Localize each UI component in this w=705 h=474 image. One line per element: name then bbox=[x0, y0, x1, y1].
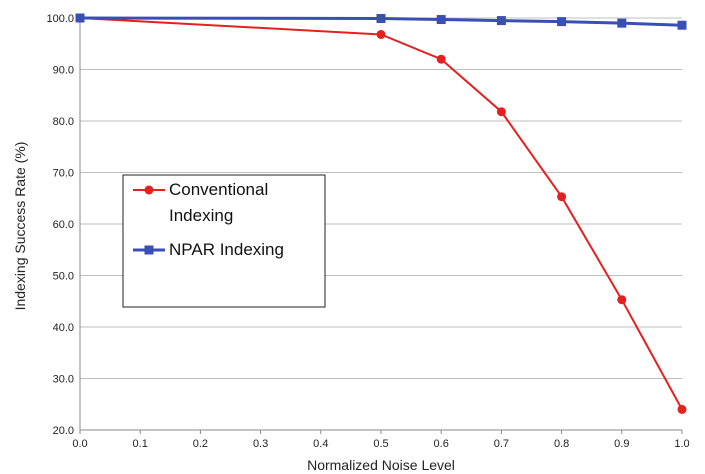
series-group bbox=[75, 13, 687, 414]
axes: 20.0 30.0 40.0 50.0 60.0 70.0 80.0 90.0 100.0 0.0… bbox=[46, 13, 689, 450]
data-point bbox=[436, 15, 446, 25]
x-tick-label: 1.0 bbox=[674, 438, 689, 450]
data-point bbox=[677, 20, 687, 30]
data-point bbox=[376, 29, 386, 39]
y-tick-label: 30.0 bbox=[53, 374, 74, 386]
y-tick-label: 40.0 bbox=[53, 322, 74, 334]
legend-label: NPAR Indexing bbox=[169, 240, 284, 259]
legend: Conventional Indexing NPAR Indexing bbox=[122, 174, 326, 308]
x-tick-label: 0.6 bbox=[434, 438, 449, 450]
x-tick-label: 0.2 bbox=[193, 438, 208, 450]
y-tick-label: 60.0 bbox=[53, 219, 74, 231]
data-point bbox=[436, 54, 446, 64]
x-tick-label: 0.7 bbox=[494, 438, 509, 450]
y-tick-label: 90.0 bbox=[53, 65, 74, 77]
data-point bbox=[617, 295, 627, 305]
data-point bbox=[496, 16, 506, 26]
legend-box bbox=[122, 174, 326, 308]
x-tick-label: 0.3 bbox=[253, 438, 268, 450]
data-point bbox=[496, 107, 506, 117]
data-point bbox=[557, 192, 567, 202]
legend-swatch-marker bbox=[144, 245, 154, 255]
data-point bbox=[75, 13, 85, 23]
y-tick-label: 100.0 bbox=[46, 13, 74, 25]
x-tick-label: 0.0 bbox=[72, 438, 87, 450]
x-tick-label: 0.1 bbox=[133, 438, 148, 450]
y-tick-label: 70.0 bbox=[53, 168, 74, 180]
y-tick-label: 50.0 bbox=[53, 271, 74, 283]
data-point bbox=[376, 14, 386, 24]
x-tick-label: 0.5 bbox=[373, 438, 388, 450]
x-tick-label: 0.4 bbox=[313, 438, 328, 450]
y-axis-title: Indexing Success Rate (%) bbox=[12, 142, 28, 311]
legend-swatch-marker bbox=[144, 185, 154, 195]
y-tick-label: 80.0 bbox=[53, 116, 74, 128]
legend-label: Indexing bbox=[169, 206, 233, 225]
data-point bbox=[617, 18, 627, 28]
x-axis-title: Normalized Noise Level bbox=[307, 457, 455, 473]
x-tick-label: 0.8 bbox=[554, 438, 569, 450]
y-tick-label: 20.0 bbox=[53, 425, 74, 437]
data-point bbox=[677, 404, 687, 414]
legend-label: Conventional bbox=[169, 180, 268, 199]
x-tick-label: 0.9 bbox=[614, 438, 629, 450]
data-point bbox=[557, 17, 567, 27]
